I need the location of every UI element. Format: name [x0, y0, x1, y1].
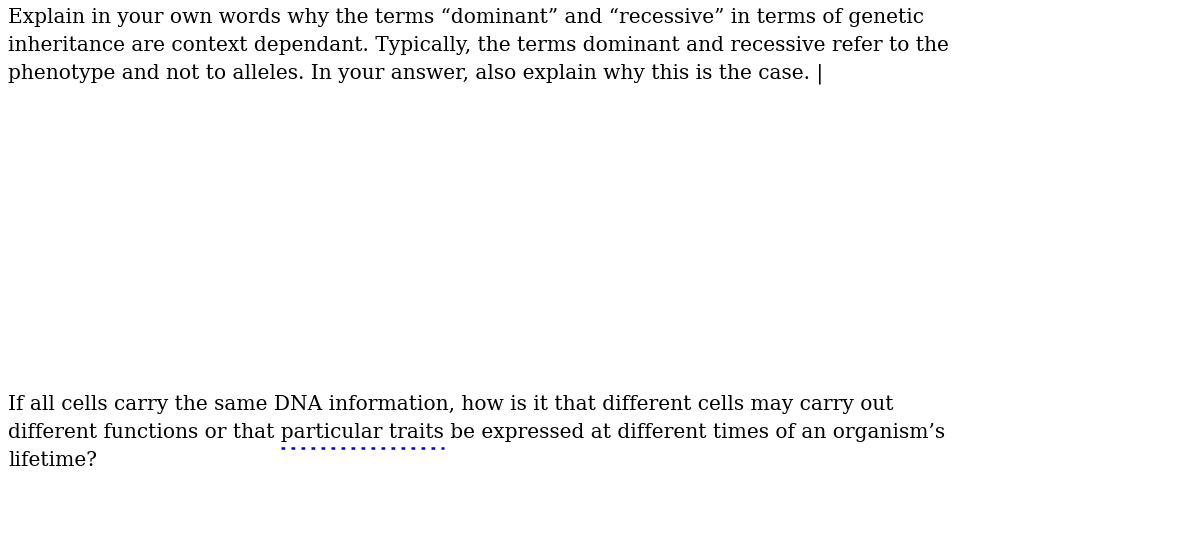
- Text: different functions or that particular traits: different functions or that particular t…: [8, 423, 444, 442]
- Text: lifetime?: lifetime?: [8, 451, 97, 470]
- Text: inheritance are context dependant. Typically, the terms dominant and recessive r: inheritance are context dependant. Typic…: [8, 36, 949, 55]
- Text: If all cells carry the same DNA information, how is it that different cells may : If all cells carry the same DNA informat…: [8, 395, 894, 414]
- Text: Explain in your own words why the terms “dominant” and “recessive” in terms of g: Explain in your own words why the terms …: [8, 8, 924, 27]
- Text: phenotype and not to alleles. In your answer, also explain why this is the case.: phenotype and not to alleles. In your an…: [8, 64, 823, 84]
- Text: different functions or that: different functions or that: [8, 423, 281, 442]
- Text: different functions or that particular traits be expressed at different times of: different functions or that particular t…: [8, 423, 946, 442]
